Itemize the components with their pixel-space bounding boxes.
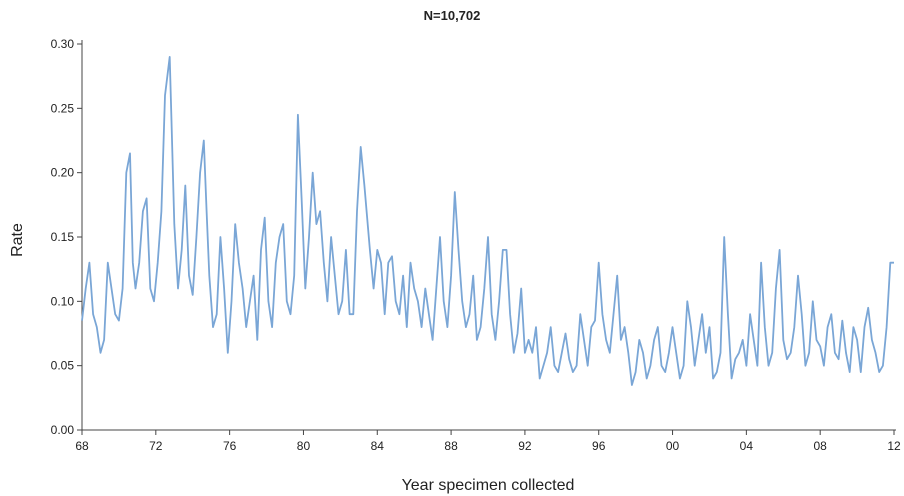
y-tick-label: 0.20 xyxy=(51,166,75,180)
x-tick-label: 04 xyxy=(740,439,754,453)
x-tick-label: 92 xyxy=(518,439,532,453)
y-tick-label: 0.05 xyxy=(51,359,75,373)
x-tick-label: 80 xyxy=(297,439,311,453)
x-tick-label: 76 xyxy=(223,439,237,453)
x-tick-label: 00 xyxy=(666,439,680,453)
x-tick-label: 84 xyxy=(371,439,385,453)
x-tick-label: 68 xyxy=(75,439,89,453)
x-axis-label: Year specimen collected xyxy=(402,477,575,494)
x-tick-label: 88 xyxy=(444,439,458,453)
y-tick-label: 0.25 xyxy=(51,101,75,115)
x-tick-label: 12 xyxy=(887,439,901,453)
x-tick-label: 08 xyxy=(814,439,828,453)
x-tick-label: 72 xyxy=(149,439,163,453)
chart-title: N=10,702 xyxy=(424,8,481,23)
rate-series-line xyxy=(81,56,894,386)
y-axis: 0.00 0.05 0.10 0.15 0.20 0.25 0.30 xyxy=(51,37,83,437)
y-tick-label: 0.00 xyxy=(51,423,75,437)
y-axis-label: Rate xyxy=(9,223,26,257)
y-tick-label: 0.10 xyxy=(51,294,75,308)
y-tick-label: 0.15 xyxy=(51,230,75,244)
x-tick-label: 96 xyxy=(592,439,606,453)
x-axis: 68 72 76 80 84 88 92 96 00 04 08 12 xyxy=(75,429,901,453)
y-tick-label: 0.30 xyxy=(51,37,75,51)
